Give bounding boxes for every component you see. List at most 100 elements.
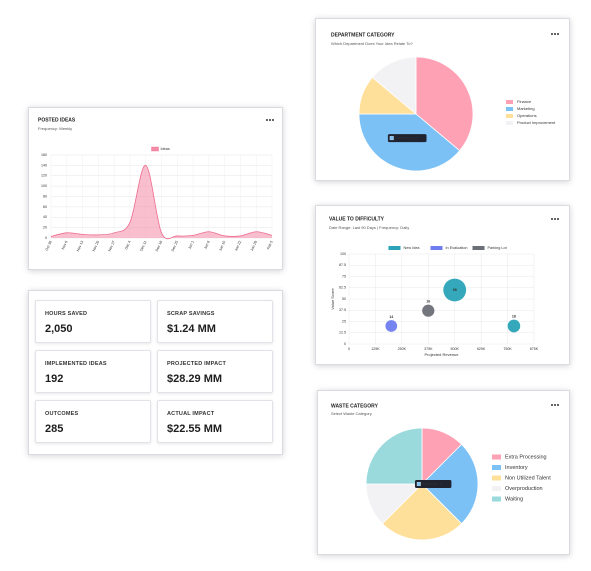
waste-chart: WASTE CATEGORY Select Waste Category Ext… <box>331 403 559 541</box>
x-tick-label: Dec 25 <box>171 240 179 252</box>
legend-swatch <box>492 465 501 470</box>
x-tick-label: Oct 30 <box>45 240 53 251</box>
y-tick-label: 62.5 <box>339 286 346 290</box>
card-title: VALUE TO DIFFICULTY <box>329 216 385 222</box>
kpi-value: $1.24 MM <box>167 323 216 335</box>
kpi-value: $22.55 MM <box>167 423 223 435</box>
x-tick-label: 250K <box>398 347 407 351</box>
bubble-label: 18 <box>512 315 516 319</box>
x-tick-label: 750K <box>503 347 512 351</box>
y-tick-label: 60 <box>43 205 47 209</box>
legend-label: Product Improvement <box>517 120 556 125</box>
y-tick-label: 100 <box>340 252 346 256</box>
kpi-tile: HOURS SAVED 2,050 <box>35 300 151 343</box>
bubble-label: 16 <box>426 300 430 304</box>
pie-slice <box>358 113 461 172</box>
kpi-value: $28.29 MM <box>167 373 223 385</box>
legend-label: In Evaluation <box>446 246 468 250</box>
legend-swatch <box>492 486 501 491</box>
x-tick-label: 375K <box>424 347 433 351</box>
kpi-card: HOURS SAVED 2,050 SCRAP SAVINGS $1.24 MM IMP… <box>28 290 283 455</box>
y-tick-label: 0 <box>45 236 47 240</box>
card-title: DEPARTMENT CATEGORY <box>331 32 395 38</box>
bubble <box>507 319 521 333</box>
kpi-tile: OUTCOMES 285 <box>35 400 151 443</box>
x-tick-label: 625K <box>477 347 486 351</box>
tooltip-swatch <box>416 482 421 486</box>
legend-label: Extra Processing <box>505 454 547 460</box>
menu[interactable] <box>551 33 559 35</box>
legend-swatch <box>506 107 513 111</box>
x-tick-label: Nov 6 <box>61 240 69 250</box>
legend-label: Operations <box>517 113 537 118</box>
y-tick-label: 140 <box>41 163 47 167</box>
x-tick-label: Dec 11 <box>139 240 147 252</box>
y-tick-label: 50 <box>342 297 346 301</box>
legend-label: Inventory <box>505 465 528 471</box>
x-tick-label: Nov 13 <box>76 240 84 252</box>
x-tick-label: Jan 8 <box>203 240 210 250</box>
posted-ideas-chart: POSTED IDEAS Frequency: Weekly 0 20 40 60 80… <box>38 117 274 252</box>
y-tick-label: 160 <box>41 153 47 157</box>
legend-label: Non Utilized Talent <box>505 475 551 481</box>
x-tick-label: Nov 27 <box>107 240 115 252</box>
legend-label: New Idea <box>404 246 421 250</box>
tooltip-box <box>387 134 427 143</box>
kpi-label: OUTCOMES <box>45 411 79 417</box>
posted-ideas-card: POSTED IDEAS Frequency: Weekly 0 20 40 60 80… <box>28 107 283 270</box>
y-axis-title: Value Score <box>330 287 335 309</box>
y-tick-label: 87.5 <box>339 263 346 267</box>
legend-swatch <box>388 246 401 250</box>
x-tick-label: Nov 20 <box>92 240 100 252</box>
legend-swatch <box>472 246 485 250</box>
value-difficulty-chart: VALUE TO DIFFICULTY Date Range: Last 90 … <box>329 216 559 357</box>
value-difficulty-card: VALUE TO DIFFICULTY Date Range: Last 90 … <box>315 205 570 365</box>
legend-swatch <box>151 146 159 152</box>
legend-swatch <box>430 246 443 250</box>
x-axis-title: Projected Revenue <box>424 352 459 357</box>
kpi-label: SCRAP SAVINGS <box>167 311 215 317</box>
pie-slice <box>371 56 417 115</box>
waste-card: WASTE CATEGORY Select Waste Category Ext… <box>317 390 570 555</box>
legend-label: Parking Lot <box>488 246 508 250</box>
menu[interactable] <box>266 119 274 121</box>
tooltip-text: Marketing: 14 <box>395 136 418 140</box>
y-tick-label: 80 <box>43 194 47 198</box>
y-tick-label: 37.5 <box>339 308 346 312</box>
y-tick-label: 40 <box>43 215 47 219</box>
legend-label: Ideas <box>161 147 170 151</box>
x-tick-label: Dec 4 <box>124 240 132 250</box>
kpi-label: HOURS SAVED <box>45 311 88 317</box>
card-subtitle: Which Department Does Your Idea Relate T… <box>331 41 414 46</box>
y-tick-label: 25 <box>342 319 346 323</box>
department-chart: DEPARTMENT CATEGORY Which Department Doe… <box>331 32 559 172</box>
legend-label: Overproduction <box>505 486 543 492</box>
legend-swatch <box>492 496 501 502</box>
legend-label: Marketing <box>517 106 535 111</box>
bubble <box>443 278 467 302</box>
area-line <box>50 164 273 240</box>
x-tick-label: Jan 15 <box>218 240 226 251</box>
legend-swatch <box>492 454 501 460</box>
kpi-value: 285 <box>45 423 64 435</box>
tooltip-text: Inventory: 2 <box>422 482 442 486</box>
tooltip-swatch <box>389 136 394 141</box>
x-tick-label: Jan 1 <box>187 240 194 250</box>
y-tick-label: 12.5 <box>339 331 346 335</box>
y-tick-label: 75 <box>342 274 346 278</box>
legend-swatch <box>506 121 513 125</box>
kpi-value: 2,050 <box>45 323 73 335</box>
kpi-label: IMPLEMENTED IDEAS <box>45 361 107 367</box>
x-tick-label: 0 <box>348 347 350 351</box>
menu[interactable] <box>551 404 559 406</box>
x-tick-label: 500K <box>451 347 460 351</box>
kpi-label: PROJECTED IMPACT <box>167 361 227 367</box>
kpi-value: 192 <box>45 373 64 385</box>
y-tick-label: 0 <box>344 342 346 346</box>
x-tick-label: 875K <box>530 347 539 351</box>
x-tick-label: Feb 5 <box>266 240 274 250</box>
bubble-label: 14 <box>389 315 393 319</box>
menu[interactable] <box>551 218 559 220</box>
y-tick-label: 120 <box>41 174 47 178</box>
